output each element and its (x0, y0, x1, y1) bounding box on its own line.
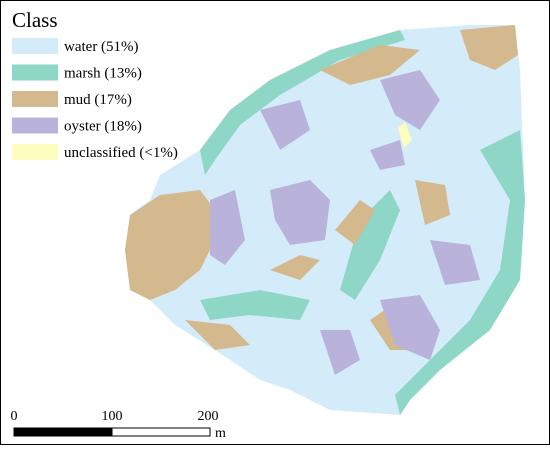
unclassified-area (398, 122, 412, 148)
scale-bar: 0 100 200 m (11, 409, 227, 441)
legend-swatch (12, 91, 58, 107)
scale-segment (111, 427, 211, 437)
marsh-area (395, 130, 525, 415)
mud-area (185, 320, 250, 350)
oyster-area (380, 70, 440, 130)
scale-label: 0 (11, 409, 18, 424)
mud-area (125, 190, 215, 300)
legend-label: marsh (13%) (64, 66, 142, 82)
oyster-area (370, 140, 405, 170)
marsh-area (200, 30, 405, 175)
legend-label: oyster (18%) (64, 119, 142, 135)
scale-label: 200 (198, 409, 219, 424)
mud-area (460, 25, 518, 70)
oyster-area (380, 295, 440, 360)
map-area (125, 25, 525, 415)
mud-area (415, 180, 450, 225)
oyster-area (430, 240, 480, 285)
legend-label: water (51%) (64, 39, 139, 55)
oyster-area (320, 330, 360, 375)
oyster-area (270, 180, 330, 245)
legend: water (51%) marsh (13%) mud (17%) oyster (1… (12, 38, 178, 161)
marsh-area (340, 190, 400, 300)
scale-segment (13, 427, 113, 437)
scale-label: 100 (102, 409, 123, 424)
mud-area (320, 45, 420, 85)
legend-swatch (12, 117, 58, 134)
legend-swatch (12, 38, 58, 54)
oyster-area (210, 190, 245, 265)
legend-title: Class (12, 8, 58, 32)
oyster-area (260, 100, 310, 150)
mud-area (270, 255, 320, 280)
legend-swatch (12, 64, 58, 81)
mud-area (335, 200, 375, 245)
legend-swatch (12, 144, 58, 160)
legend-label: mud (17%) (64, 92, 132, 108)
scale-unit: m (215, 426, 226, 441)
legend-label: unclassified (<1%) (64, 145, 178, 161)
marsh-area (200, 290, 310, 320)
